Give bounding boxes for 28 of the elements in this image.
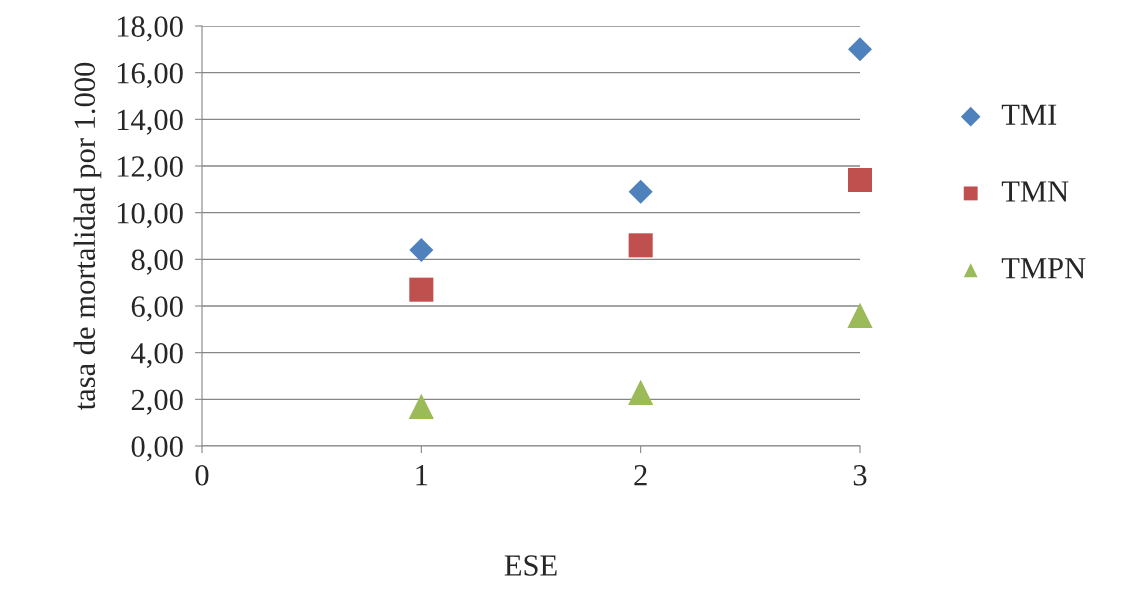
x-axis-title: ESE	[504, 555, 557, 576]
y-axis-title: tasa de mortalidad por 1.000	[73, 62, 102, 411]
y-tick-label: 4,00	[131, 342, 183, 368]
x-tick-label: 0	[195, 464, 209, 486]
y-tick-label: 0,00	[131, 436, 183, 462]
x-tick-label: 2	[634, 465, 647, 486]
point	[408, 393, 434, 419]
x-tick-label: 3	[853, 465, 867, 486]
y-tick-label: 18,00	[117, 16, 183, 42]
point	[628, 179, 653, 204]
point	[847, 302, 873, 328]
legend-label: TMPN	[1001, 258, 1086, 279]
point	[628, 379, 654, 405]
legend-label: TMI	[1001, 104, 1057, 125]
legend-label: TMN	[1001, 181, 1069, 202]
y-tick-label: 12,00	[117, 156, 183, 182]
point	[409, 277, 434, 302]
y-tick-label: 8,00	[131, 249, 183, 275]
point	[847, 37, 873, 62]
y-tick-label: 10,00	[117, 202, 183, 228]
x-tick-label: 1	[416, 465, 428, 486]
y-tick-label: 6,00	[131, 296, 183, 322]
point	[847, 167, 873, 193]
y-tick-label: 2,00	[131, 389, 183, 415]
y-tick-label: 16,00	[117, 62, 183, 88]
point	[409, 237, 434, 263]
point	[628, 233, 653, 258]
y-tick-label: 14,00	[117, 109, 183, 135]
